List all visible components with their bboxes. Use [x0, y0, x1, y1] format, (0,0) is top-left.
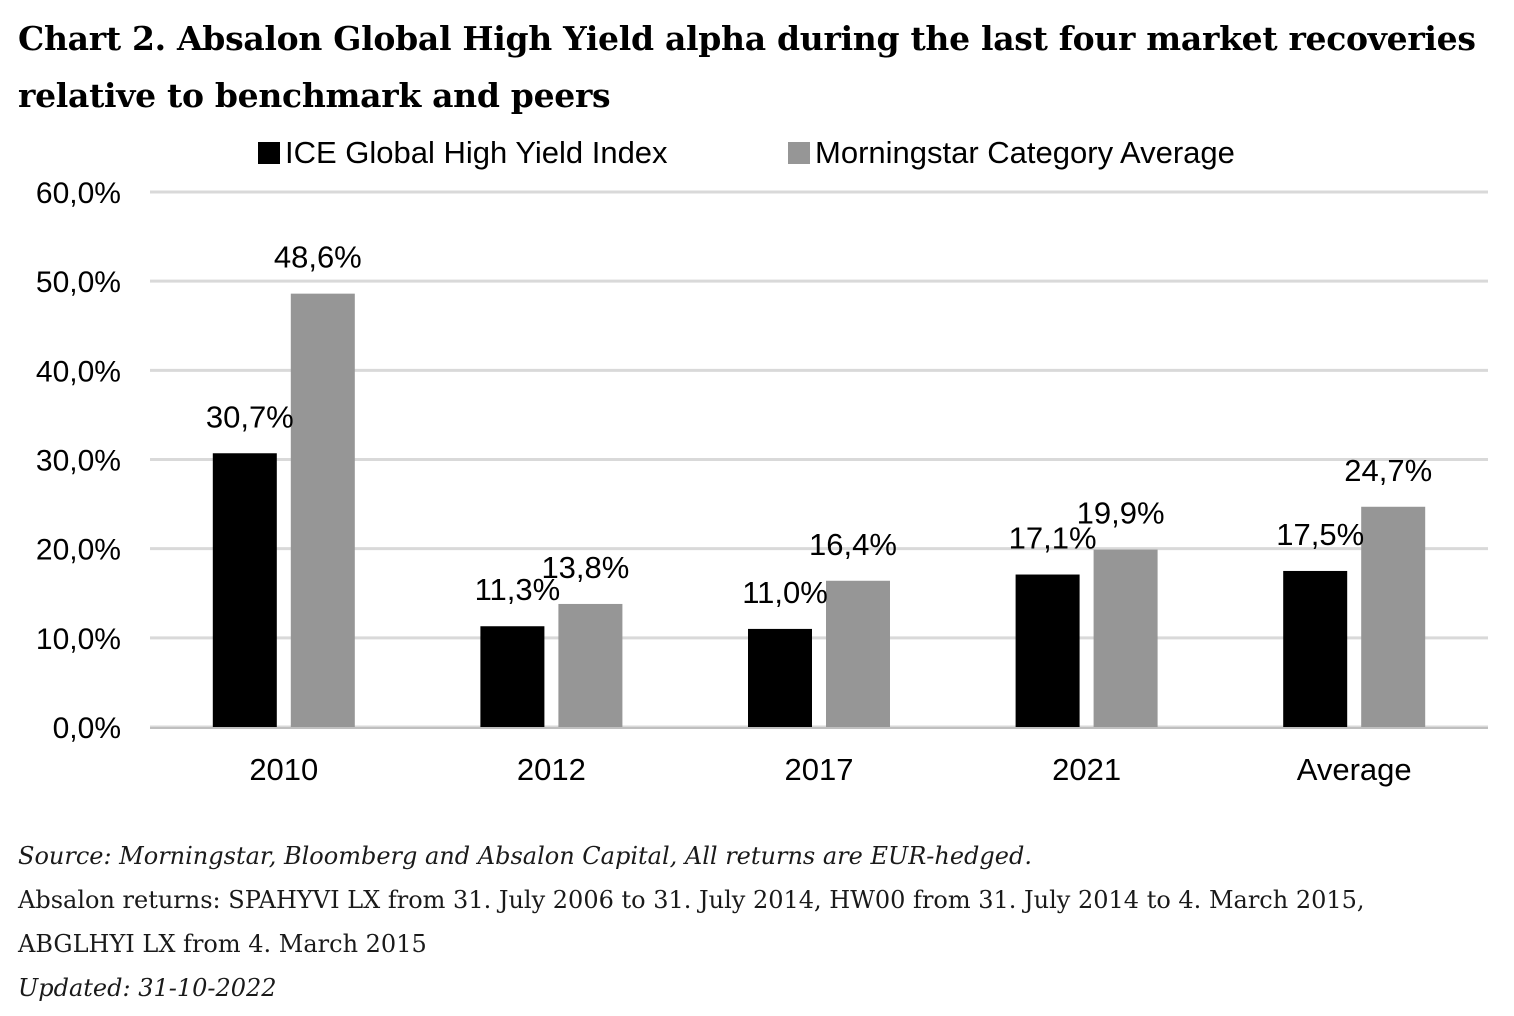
bar-morningstar-average-2012 — [558, 603, 623, 727]
bar-morningstar-average-2010 — [290, 293, 355, 727]
data-label: 13,8% — [541, 550, 629, 585]
data-label: 48,6% — [274, 240, 362, 275]
data-labels: 30,7% 48,6% 11,3%13,8% 11,0% 16,4% 17,1%19,9%… — [206, 240, 1432, 610]
legend-label: Morningstar Category Average — [815, 135, 1235, 170]
legend: ICE Global High Yield Index Morningstar C… — [258, 135, 1235, 170]
bar-ice-index-2010 — [212, 453, 277, 727]
x-axis: 2010 2012 2017 2021 Average — [150, 727, 1488, 787]
x-tick-label: Average — [1297, 752, 1412, 787]
y-tick-label: 10,0% — [36, 623, 121, 656]
x-tick-label: 2012 — [517, 752, 586, 787]
bar-morningstar-average-2021 — [1093, 549, 1158, 727]
y-axis: 0,0% 10,0% 20,0% 30,0% 40,0% 50,0% 60,0% — [36, 177, 121, 745]
data-label: 11,0% — [742, 575, 828, 610]
bar-ice-index-2021 — [1015, 574, 1080, 727]
legend-swatch — [258, 142, 280, 164]
chart-title: Chart 2. Absalon Global High Yield alpha… — [18, 19, 1476, 115]
data-label: 24,7% — [1344, 453, 1432, 488]
legend-label: ICE Global High Yield Index — [285, 135, 668, 170]
bar-chart: 0,0% 10,0% 20,0% 30,0% 40,0% 50,0% 60,0% 30,7%… — [36, 135, 1488, 787]
updated-note: Updated: 31-10-2022 — [18, 974, 277, 1002]
data-label: 19,9% — [1077, 496, 1165, 531]
source-note: Source: Morningstar, Bloomberg and Absal… — [18, 842, 1032, 870]
bar-ice-index-average — [1283, 570, 1348, 727]
returns-note-line-2: ABGLHYI LX from 4. March 2015 — [18, 930, 427, 958]
y-tick-label: 60,0% — [36, 177, 121, 210]
y-tick-label: 50,0% — [36, 266, 121, 299]
x-tick-label: 2010 — [249, 752, 318, 787]
bars — [212, 293, 1426, 727]
y-tick-label: 30,0% — [36, 445, 121, 478]
y-tick-label: 20,0% — [36, 534, 121, 567]
chart-footer: Source: Morningstar, Bloomberg and Absal… — [18, 834, 1498, 1010]
x-tick-label: 2017 — [785, 752, 854, 787]
y-tick-label: 0,0% — [53, 712, 121, 745]
x-tick-label: 2021 — [1052, 752, 1121, 787]
y-tick-label: 40,0% — [36, 355, 121, 388]
bar-ice-index-2012 — [480, 626, 545, 727]
data-label: 17,1% — [1009, 521, 1097, 556]
data-label: 11,3% — [475, 572, 561, 607]
data-label: 30,7% — [206, 399, 294, 434]
data-label: 16,4% — [809, 527, 897, 562]
bar-morningstar-average-2017 — [826, 580, 890, 727]
returns-note-line-1: Absalon returns: SPAHYVI LX from 31. Jul… — [18, 886, 1365, 914]
data-label: 17,5% — [1276, 517, 1364, 552]
bar-morningstar-average-average — [1361, 506, 1426, 727]
bar-ice-index-2017 — [748, 628, 812, 727]
legend-swatch — [788, 142, 810, 164]
